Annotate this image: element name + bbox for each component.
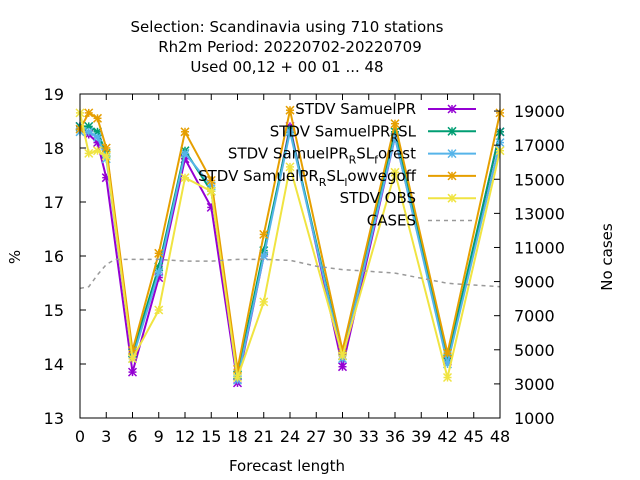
legend-label-2: STDV SamuelPRRSLforest bbox=[228, 145, 416, 167]
legend-label-3: STDV SamuelPRRSLlowvegoff bbox=[198, 167, 417, 189]
y-tick-label-4: 17 bbox=[44, 193, 64, 212]
x-axis-label: Forecast length bbox=[229, 457, 345, 475]
point-4-1 bbox=[84, 148, 94, 158]
chart-title: Selection: Scandinavia using 710 station… bbox=[131, 18, 444, 76]
point-4-8 bbox=[232, 372, 243, 383]
point-3-1 bbox=[84, 108, 94, 118]
point-3-3 bbox=[101, 143, 111, 153]
point-3-13 bbox=[442, 348, 453, 358]
series-layer bbox=[75, 105, 505, 388]
point-2-1 bbox=[84, 127, 94, 137]
x-axis-ticks: 0 3 6 9 12 15 18 21 24 27 30 33 36 39 42 45 48 bbox=[75, 94, 510, 446]
point-4-5 bbox=[154, 305, 164, 315]
title-line-3: Used 00,12 + 00 01 ... 48 bbox=[190, 58, 383, 76]
y2-tick-label-2: 5000 bbox=[514, 341, 555, 360]
legend-entry-0: STDV SamuelPR bbox=[295, 100, 476, 118]
x-tick-label-1: 3 bbox=[101, 427, 111, 446]
x-tick-label-11: 33 bbox=[359, 427, 379, 446]
y-tick-label-5: 18 bbox=[44, 139, 64, 158]
y2-tick-label-8: 17000 bbox=[514, 136, 565, 155]
y2-axis-ticks: 1000 3000 5000 7000 9000 11000 13000 15000 17000… bbox=[494, 102, 565, 428]
legend-entry-3: STDV SamuelPRRSLlowvegoff bbox=[198, 167, 476, 189]
x-tick-label-14: 42 bbox=[437, 427, 457, 446]
point-3-6 bbox=[180, 127, 190, 137]
point-2-6 bbox=[180, 148, 190, 158]
x-tick-label-16: 48 bbox=[490, 427, 510, 446]
y2-tick-label-0: 1000 bbox=[514, 409, 555, 428]
y-tick-label-6: 19 bbox=[44, 85, 64, 104]
y-tick-label-2: 15 bbox=[44, 301, 64, 320]
y2-tick-label-4: 9000 bbox=[514, 273, 555, 292]
y2-tick-label-5: 11000 bbox=[514, 238, 565, 257]
point-2-5 bbox=[154, 267, 164, 277]
title-line-1: Selection: Scandinavia using 710 station… bbox=[131, 18, 444, 36]
point-4-12 bbox=[390, 167, 400, 177]
x-tick-label-10: 30 bbox=[332, 427, 352, 446]
point-4-6 bbox=[180, 173, 190, 183]
y-tick-label-0: 13 bbox=[44, 409, 64, 428]
point-4-9 bbox=[259, 297, 269, 307]
legend-entry-1: STDV SamuelPRRSL bbox=[270, 122, 476, 144]
x-tick-label-7: 21 bbox=[254, 427, 274, 446]
legend-entry-5: CASES bbox=[367, 212, 476, 230]
point-4-7 bbox=[206, 186, 216, 196]
y-axis-label: % bbox=[6, 250, 24, 264]
legend-label-4: STDV OBS bbox=[340, 189, 416, 207]
point-3-2 bbox=[92, 113, 103, 123]
series-5 bbox=[79, 258, 501, 290]
x-tick-label-3: 9 bbox=[154, 427, 164, 446]
y2-axis-label: No cases bbox=[598, 223, 616, 291]
x-tick-label-6: 18 bbox=[227, 427, 247, 446]
point-0-11 bbox=[337, 362, 348, 372]
point-4-11 bbox=[337, 351, 348, 361]
y2-tick-label-7: 15000 bbox=[514, 170, 565, 189]
y2-tick-label-3: 7000 bbox=[514, 307, 555, 326]
series-4 bbox=[75, 108, 505, 383]
point-3-7 bbox=[206, 175, 216, 185]
x-tick-label-15: 45 bbox=[464, 427, 484, 446]
x-tick-label-4: 12 bbox=[175, 427, 195, 446]
x-tick-label-0: 0 bbox=[75, 427, 85, 446]
series-line-5 bbox=[79, 258, 501, 290]
y2-tick-label-9: 19000 bbox=[514, 102, 565, 121]
point-2-2 bbox=[92, 132, 103, 142]
plot-border bbox=[79, 93, 501, 419]
y2-tick-label-1: 3000 bbox=[514, 375, 555, 394]
y-tick-label-1: 14 bbox=[44, 355, 64, 374]
point-4-10 bbox=[285, 162, 295, 172]
y-tick-label-3: 16 bbox=[44, 247, 64, 266]
legend-entry-2: STDV SamuelPRRSLforest bbox=[228, 145, 476, 167]
point-0-4 bbox=[127, 367, 138, 377]
title-line-2: Rh2m Period: 20220702-20220709 bbox=[158, 38, 422, 56]
x-tick-label-8: 24 bbox=[280, 427, 300, 446]
point-3-10 bbox=[285, 105, 295, 115]
legend-entry-4: STDV OBS bbox=[340, 189, 476, 207]
series-3 bbox=[75, 105, 505, 374]
y2-tick-label-6: 13000 bbox=[514, 204, 565, 223]
x-tick-label-12: 36 bbox=[385, 427, 405, 446]
point-4-13 bbox=[442, 372, 453, 383]
point-4-2 bbox=[92, 146, 103, 156]
x-tick-label-5: 15 bbox=[201, 427, 221, 446]
point-3-12 bbox=[390, 119, 400, 129]
point-2-10 bbox=[285, 127, 295, 137]
point-4-3 bbox=[101, 151, 111, 161]
x-tick-label-9: 27 bbox=[306, 427, 326, 446]
point-4-4 bbox=[127, 354, 138, 364]
point-3-5 bbox=[154, 248, 164, 258]
legend-label-1: STDV SamuelPRRSL bbox=[270, 122, 417, 144]
x-tick-label-2: 6 bbox=[127, 427, 137, 446]
point-3-9 bbox=[259, 229, 269, 239]
y-axis-ticks: 13 14 15 16 17 18 19 bbox=[44, 85, 86, 428]
legend-label-5: CASES bbox=[367, 212, 416, 230]
legend-label-0: STDV SamuelPR bbox=[295, 100, 416, 118]
plot-frame bbox=[79, 93, 501, 419]
x-tick-label-13: 39 bbox=[411, 427, 431, 446]
